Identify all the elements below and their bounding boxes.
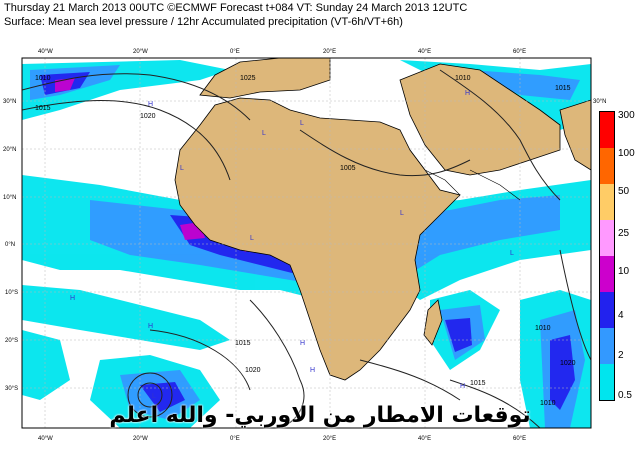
low-pressure-marker: L (152, 393, 156, 400)
arabic-caption: توقعات الامطار من الاوربي- والله اعلم (109, 403, 531, 428)
low-pressure-marker: L (250, 235, 254, 242)
low-pressure-marker: L (510, 250, 514, 257)
high-pressure-marker: H (300, 340, 305, 347)
longitude-label: 20°E (323, 49, 336, 55)
graticule (22, 58, 591, 428)
legend-label: 50 (618, 186, 630, 197)
legend-label: 10 (618, 266, 630, 277)
longitude-label: 60°E (513, 49, 526, 55)
africa-land (174, 97, 461, 381)
isobar-label: 1020 (245, 367, 261, 374)
legend-swatch-300 (600, 112, 614, 148)
high-pressure-marker: H (70, 295, 75, 302)
latitude-label: 20°S (5, 338, 18, 344)
madagascar-land (423, 299, 443, 346)
latitude-labels-right: 30°N (593, 99, 606, 105)
isobar-label: 1010 (455, 75, 471, 82)
isobar-label: 1020 (140, 113, 156, 120)
latitude-label: 0°N (5, 242, 15, 248)
isobar-label: 1010 (540, 400, 556, 407)
longitude-label: 20°E (323, 436, 336, 442)
low-pressure-marker: L (262, 130, 266, 137)
high-pressure-marker: H (460, 383, 465, 390)
isobar-label: 1020 (560, 360, 576, 367)
legend-label: 300 (618, 110, 635, 121)
longitude-label: 40°E (418, 49, 431, 55)
high-pressure-marker: H (148, 323, 153, 330)
longitude-label: 40°W (38, 49, 53, 55)
legend-swatch-50 (600, 184, 614, 220)
isobar-labels: 1010 1015 1020 1025 1005 1010 1015 1010 … (35, 75, 576, 407)
legend-swatch-0.5 (600, 364, 614, 400)
longitude-label: 40°E (418, 436, 431, 442)
legend-label: 100 (618, 148, 635, 159)
isobar-label: 1010 (35, 75, 51, 82)
map-border (21, 57, 592, 429)
forecast-title: Thursday 21 March 2013 00UTC ©ECMWF Fore… (4, 2, 468, 14)
legend-swatch-100 (600, 148, 614, 184)
legend-label: 0.5 (618, 390, 632, 401)
isobar-label: 1015 (35, 105, 51, 112)
longitude-label: 20°W (133, 436, 148, 442)
isobars (22, 69, 591, 428)
longitude-label: 40°W (38, 436, 53, 442)
forecast-subtitle: Surface: Mean sea level pressure / 12hr … (4, 16, 403, 28)
isobar-label: 1015 (470, 380, 486, 387)
legend-label: 4 (618, 310, 624, 321)
high-pressure-marker: H (465, 90, 470, 97)
latitude-label: 10°N (3, 195, 16, 201)
low-pressure-marker: L (300, 120, 304, 127)
legend-swatch-4 (600, 292, 614, 328)
longitude-label: 0°E (230, 436, 240, 442)
isobar-label: 1005 (340, 165, 356, 172)
india-land (559, 99, 591, 171)
low-pressure-marker: L (180, 165, 184, 172)
high-pressure-marker: H (148, 101, 153, 108)
europe-land (199, 58, 331, 99)
precipitation-legend (599, 111, 615, 401)
isobar-label: 1025 (240, 75, 256, 82)
legend-swatch-10 (600, 256, 614, 292)
latitude-label: 10°S (5, 290, 18, 296)
latitude-label: 20°N (3, 147, 16, 153)
isobar-label: 1015 (555, 85, 571, 92)
latitude-labels-left: 30°N 20°N 10°N 0°N 10°S 20°S 30°S (3, 99, 18, 392)
longitude-label: 60°E (513, 436, 526, 442)
legend-swatch-25 (600, 220, 614, 256)
longitude-label: 0°E (230, 49, 240, 55)
longitude-label: 20°W (133, 49, 148, 55)
legend-label: 25 (618, 228, 630, 239)
isobar-label: 1015 (235, 340, 251, 347)
legend-swatch-2 (600, 328, 614, 364)
coastline-detail (409, 149, 521, 201)
pressure-centers: H H L L L H H L L H L H H L (70, 90, 514, 400)
latitude-label: 30°N (593, 99, 606, 105)
legend-label: 2 (618, 350, 624, 361)
isobar-label: 1010 (535, 325, 551, 332)
longitude-labels-top: 40°W 20°W 0°E 20°E 40°E 60°E (38, 49, 526, 55)
low-pressure-marker: L (400, 210, 404, 217)
latitude-label: 30°N (3, 99, 16, 105)
high-pressure-marker: H (310, 367, 315, 374)
longitude-labels-bottom: 40°W 20°W 0°E 20°E 40°E 60°E (38, 436, 526, 442)
latitude-label: 30°S (5, 386, 18, 392)
